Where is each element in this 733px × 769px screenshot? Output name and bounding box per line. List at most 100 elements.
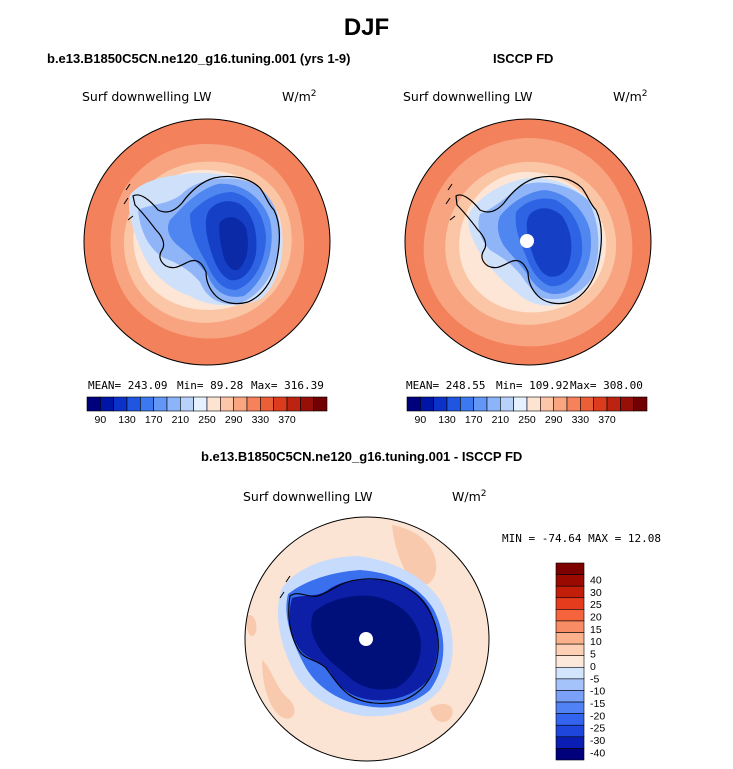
- colorbar-3-tick-label: -30: [590, 735, 605, 747]
- colorbar-3-tick-label: -15: [590, 698, 605, 710]
- colorbar-2-swatch: [446, 396, 461, 412]
- panel-1-min: Min= 89.28: [177, 379, 244, 392]
- colorbar-2-swatch: [473, 396, 488, 412]
- colorbar-3-swatch: [555, 724, 585, 738]
- colorbar-1-swatch: [100, 396, 114, 412]
- colorbar-1-tick-label: 90: [94, 414, 106, 426]
- colorbar-2-swatch: [486, 396, 501, 412]
- colorbar-3-swatch: [555, 666, 585, 680]
- colorbar-1-tick-label: 330: [252, 414, 270, 426]
- colorbar-1-swatch: [246, 396, 261, 412]
- colorbar-1-tick-label: 290: [225, 414, 243, 426]
- colorbar-1-swatch: [140, 396, 154, 412]
- colorbar-3-tick-label: 10: [590, 636, 602, 648]
- colorbar-2-tick-label: 210: [492, 414, 510, 426]
- colorbar-3-tick-label: -25: [590, 723, 605, 735]
- colorbar-1-swatch: [273, 396, 288, 412]
- colorbar-1-tick-label: 210: [172, 414, 190, 426]
- panel-1-map-border: [83, 118, 331, 366]
- figure-title: DJF: [343, 14, 390, 41]
- colorbar-2-swatch: [513, 396, 528, 412]
- colorbar-3-swatch: [555, 643, 585, 657]
- panel-3-title: b.e13.B1850C5CN.ne120_g16.tuning.001 - I…: [201, 449, 523, 464]
- colorbar-3-tick-label: 5: [590, 649, 596, 661]
- panel-2-map: [405, 119, 651, 365]
- panel-3-units: W/m2: [452, 489, 487, 505]
- colorbar-3-tick-label: -40: [590, 747, 605, 759]
- colorbar-1-swatch: [220, 396, 234, 412]
- colorbar-2-tick-label: 90: [414, 414, 426, 426]
- colorbar-3-swatch: [555, 748, 585, 761]
- colorbar-2-swatch: [460, 396, 474, 412]
- colorbar-1-swatch: [86, 396, 101, 412]
- colorbar-2-swatch: [606, 396, 621, 412]
- colorbar-1-swatch: [313, 396, 328, 412]
- colorbar-2-swatch: [593, 396, 608, 412]
- panel-1-variable: Surf downwelling LW: [82, 89, 212, 104]
- colorbar-3-swatch: [555, 609, 585, 622]
- panel-2-map-border: [404, 118, 652, 366]
- colorbar-3-tick-label: 30: [590, 587, 602, 599]
- colorbar-3-swatch: [555, 597, 585, 610]
- panel-3-minmax: MIN = -74.64 MAX = 12.08: [502, 532, 661, 545]
- colorbar-3-tick-label: 25: [590, 599, 602, 611]
- colorbar-3-swatch: [555, 736, 585, 749]
- colorbar-3-tick-label: 0: [590, 661, 596, 673]
- colorbar-2-tick-label: 370: [598, 414, 616, 426]
- colorbar-3-swatch: [555, 655, 585, 668]
- colorbar-2-labels: 90 130 170 210 250 290 330 370: [414, 414, 615, 426]
- colorbar-1-tick-label: 170: [145, 414, 163, 426]
- panel-2-min: Min= 109.92: [496, 379, 569, 392]
- colorbar-2-swatch: [566, 396, 581, 412]
- colorbar-2-swatch: [433, 396, 448, 412]
- panel-3-variable: Surf downwelling LW: [243, 489, 373, 504]
- colorbar-2-swatch: [500, 396, 514, 412]
- colorbar-1-swatch: [180, 396, 194, 412]
- colorbar-3-swatch: [555, 701, 585, 714]
- colorbar-2-tick-label: 290: [545, 414, 563, 426]
- colorbar-1-swatch: [206, 396, 221, 412]
- colorbar-2-swatch: [406, 396, 421, 412]
- colorbar-1-tick-label: 130: [118, 414, 136, 426]
- colorbar-3: [555, 562, 585, 761]
- colorbar-2-swatch: [580, 396, 594, 412]
- colorbar-3-tick-label: -5: [590, 673, 599, 685]
- colorbar-3-tick-label: -10: [590, 686, 605, 698]
- panel-2-max: Max= 308.00: [570, 379, 643, 392]
- colorbar-2-swatch: [633, 396, 648, 412]
- colorbar-3-swatch: [555, 713, 585, 726]
- colorbar-1-tick-label: 250: [198, 414, 216, 426]
- colorbar-3-tick-label: 40: [590, 574, 602, 586]
- colorbar-3-tick-label: -20: [590, 710, 605, 722]
- panel-1-mean: MEAN= 243.09: [88, 379, 168, 392]
- colorbar-2-tick-label: 250: [518, 414, 536, 426]
- colorbar-1-swatch: [153, 396, 168, 412]
- colorbar-1-tick-label: 370: [278, 414, 296, 426]
- colorbar-1-swatch: [193, 396, 208, 412]
- colorbar-2-swatch: [620, 396, 634, 412]
- colorbar-1-swatch: [166, 396, 181, 412]
- panel-1-title: b.e13.B1850C5CN.ne120_g16.tuning.001 (yr…: [47, 51, 351, 66]
- panel-3-map-border: [244, 516, 490, 762]
- colorbar-1-swatch: [233, 396, 248, 412]
- panel-2-pole-hole: [520, 234, 534, 248]
- colorbar-2-tick-label: 170: [465, 414, 483, 426]
- colorbar-2-swatch: [553, 396, 568, 412]
- colorbar-1-swatch: [126, 396, 141, 412]
- colorbar-2-tick-label: 130: [438, 414, 456, 426]
- colorbar-3-swatch: [555, 690, 585, 703]
- panel-3-pole-hole: [359, 632, 373, 646]
- colorbar-3-swatch: [555, 620, 585, 633]
- colorbar-2-swatch: [420, 396, 434, 412]
- colorbar-1-swatch: [300, 396, 314, 412]
- colorbar-3-swatch: [555, 678, 585, 691]
- colorbar-1-swatch: [286, 396, 301, 412]
- colorbar-1-swatch: [260, 396, 274, 412]
- colorbar-2-swatch: [526, 396, 541, 412]
- colorbar-3-swatch: [555, 562, 585, 575]
- panel-2-title: ISCCP FD: [493, 51, 554, 66]
- colorbar-3-swatch: [555, 632, 585, 645]
- colorbar-3-tick-label: 20: [590, 611, 602, 623]
